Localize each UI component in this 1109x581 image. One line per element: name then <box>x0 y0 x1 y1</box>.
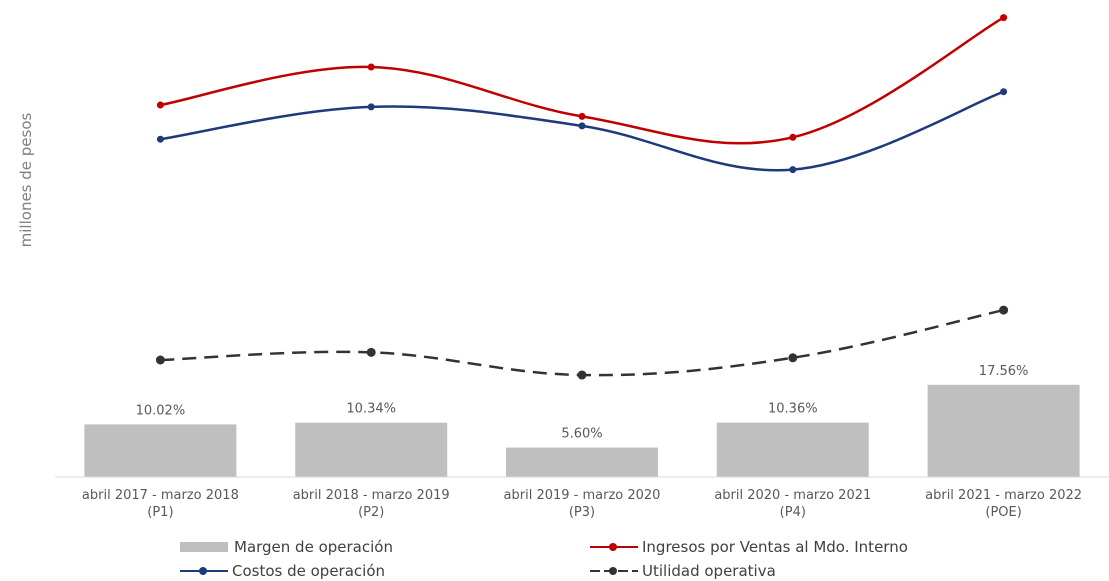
x-tick-label-2-1: abril 2018 - marzo 2019 <box>293 488 450 503</box>
point-costos-2 <box>367 103 375 111</box>
bar-value-label-4: 10.36% <box>768 402 818 417</box>
bar-margen-1 <box>84 424 237 477</box>
x-tick-label-3-1: abril 2019 - marzo 2020 <box>504 488 661 503</box>
point-ingresos-4 <box>789 133 797 141</box>
bar-value-label-5: 17.56% <box>979 364 1029 379</box>
line-costos <box>160 90 1005 172</box>
point-utilidad-3 <box>577 370 587 380</box>
bar-value-label-1: 10.02% <box>136 403 186 418</box>
point-costos-4 <box>789 166 797 174</box>
x-tick-label-1-1: abril 2017 - marzo 2018 <box>82 488 239 503</box>
bars-layer <box>84 384 1080 477</box>
bar-margen-2 <box>295 422 448 477</box>
bar-value-label-2: 10.34% <box>346 402 396 417</box>
x-tick-label-5-1: abril 2021 - marzo 2022 <box>925 488 1082 503</box>
x-tick-label-4-1: abril 2020 - marzo 2021 <box>714 488 871 503</box>
x-tick-label-4-2: (P4) <box>780 505 806 520</box>
point-ingresos-1 <box>156 101 164 109</box>
lines-layer <box>155 14 1009 380</box>
x-tick-label-1-2: (P1) <box>147 505 173 520</box>
point-ingresos-5 <box>1000 14 1008 22</box>
y-axis-label: millones de pesos <box>17 112 35 248</box>
bar-margen-3 <box>506 447 658 477</box>
legend-item-utilidad: Utilidad operativa <box>590 562 776 580</box>
legend-swatch-margen <box>180 542 228 552</box>
legend-label-utilidad: Utilidad operativa <box>642 562 776 580</box>
legend-swatch-costos <box>180 566 228 576</box>
x-tick-label-5-2: (POE) <box>985 505 1021 520</box>
legend-swatch-utilidad <box>590 566 638 576</box>
point-costos-3 <box>578 122 586 130</box>
legend-item-ingresos: Ingresos por Ventas al Mdo. Interno <box>590 538 908 556</box>
legend-label-costos: Costos de operación <box>232 562 386 580</box>
legend-item-costos: Costos de operación <box>180 562 385 580</box>
point-ingresos-3 <box>578 112 586 120</box>
point-utilidad-1 <box>155 355 165 365</box>
x-tick-label-3-2: (P3) <box>569 505 595 520</box>
legend-item-margen: Margen de operación <box>180 538 393 556</box>
legend-label-margen: Margen de operación <box>234 538 393 556</box>
legend-swatch-ingresos <box>590 542 638 552</box>
point-utilidad-2 <box>366 347 376 357</box>
legend-label-ingresos: Ingresos por Ventas al Mdo. Interno <box>642 538 908 556</box>
bar-value-label-3: 5.60% <box>561 427 602 442</box>
labels-layer: 10.02% 10.34% 5.60% 10.36% 17.56% abril 2017 … <box>82 364 1082 520</box>
bar-margen-5 <box>927 384 1080 477</box>
line-utilidad <box>160 308 1004 377</box>
point-costos-1 <box>156 135 164 143</box>
bar-margen-4 <box>716 422 869 477</box>
point-utilidad-4 <box>788 353 798 363</box>
point-ingresos-2 <box>367 63 375 71</box>
point-costos-5 <box>1000 88 1008 96</box>
point-utilidad-5 <box>999 305 1009 315</box>
x-tick-label-2-2: (P2) <box>358 505 384 520</box>
